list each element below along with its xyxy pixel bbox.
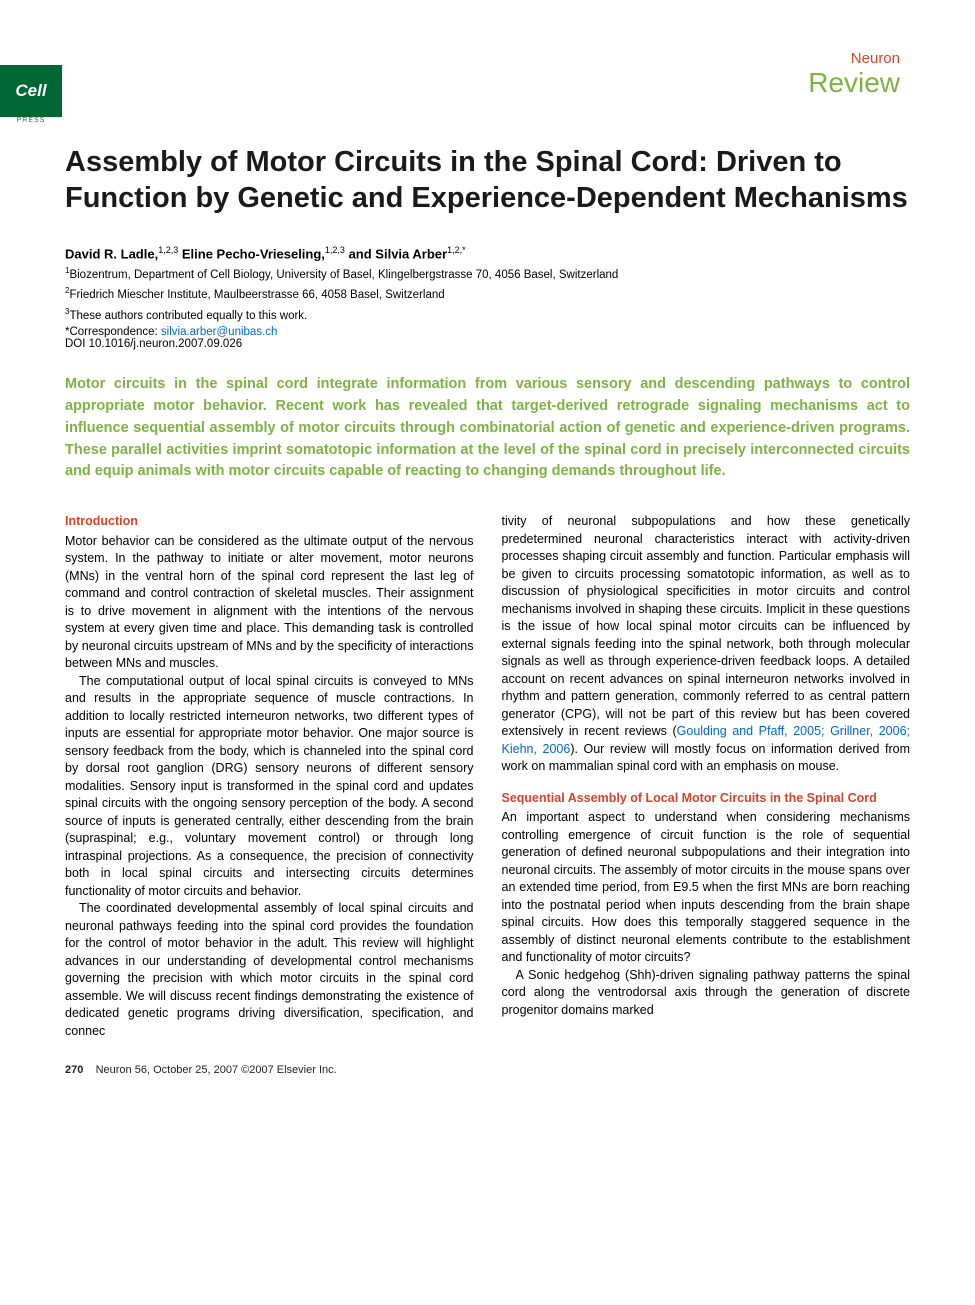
correspondence-line: *Correspondence: silvia.arber@unibas.ch xyxy=(65,326,910,338)
introduction-heading: Introduction xyxy=(65,513,474,531)
correspondence-email[interactable]: silvia.arber@unibas.ch xyxy=(161,326,278,338)
intro-paragraph-2: The computational output of local spinal… xyxy=(65,673,474,901)
affil-1-text: Biozentrum, Department of Cell Biology, … xyxy=(69,269,618,281)
journal-name: Neuron xyxy=(65,50,900,67)
author-2: Eline Pecho-Vrieseling, xyxy=(182,246,325,261)
affil-2-text: Friedrich Miescher Institute, Maulbeerst… xyxy=(69,289,444,301)
footer-citation: Neuron 56, October 25, 2007 ©2007 Elsevi… xyxy=(96,1064,337,1076)
affiliation-1: 1Biozentrum, Department of Cell Biology,… xyxy=(65,265,910,284)
section-gap xyxy=(502,776,911,790)
article-type: Review xyxy=(65,67,900,99)
page-footer: 270 Neuron 56, October 25, 2007 ©2007 El… xyxy=(65,1064,910,1076)
sequential-heading: Sequential Assembly of Local Motor Circu… xyxy=(502,790,911,808)
seq-paragraph-2: A Sonic hedgehog (Shh)-driven signaling … xyxy=(502,967,911,1020)
author-list: David R. Ladle,1,2,3 Eline Pecho-Vriesel… xyxy=(65,245,910,261)
col2-p1-text-a: tivity of neuronal subpopulations and ho… xyxy=(502,514,911,738)
author-1-sup: 1,2,3 xyxy=(158,245,178,255)
intro-paragraph-3: The coordinated developmental assembly o… xyxy=(65,900,474,1040)
col2-paragraph-1: tivity of neuronal subpopulations and ho… xyxy=(502,513,911,776)
publisher-logo-text: Cell xyxy=(15,81,46,101)
abstract-text: Motor circuits in the spinal cord integr… xyxy=(65,374,910,483)
author-2-sup: 1,2,3 xyxy=(325,245,345,255)
author-1: David R. Ladle, xyxy=(65,246,158,261)
article-title: Assembly of Motor Circuits in the Spinal… xyxy=(65,144,910,217)
correspondence-label: *Correspondence: xyxy=(65,326,161,338)
body-columns: Introduction Motor behavior can be consi… xyxy=(65,513,910,1040)
footer-page-number: 270 xyxy=(65,1064,83,1076)
seq-paragraph-1: An important aspect to understand when c… xyxy=(502,809,911,967)
doi-line: DOI 10.1016/j.neuron.2007.09.026 xyxy=(65,338,910,350)
affil-3-text: These authors contributed equally to thi… xyxy=(69,310,307,322)
page-container: Cell PRESS Neuron Review Assembly of Mot… xyxy=(0,0,975,1106)
affiliation-2: 2Friedrich Miescher Institute, Maulbeers… xyxy=(65,285,910,304)
author-3: and Silvia Arber xyxy=(349,246,448,261)
header-right: Neuron Review xyxy=(65,50,910,99)
author-3-sup: 1,2,* xyxy=(447,245,466,255)
affiliation-3: 3These authors contributed equally to th… xyxy=(65,306,910,325)
publisher-logo-sub: PRESS xyxy=(0,117,62,124)
publisher-logo: Cell xyxy=(0,65,62,117)
intro-paragraph-1: Motor behavior can be considered as the … xyxy=(65,533,474,673)
